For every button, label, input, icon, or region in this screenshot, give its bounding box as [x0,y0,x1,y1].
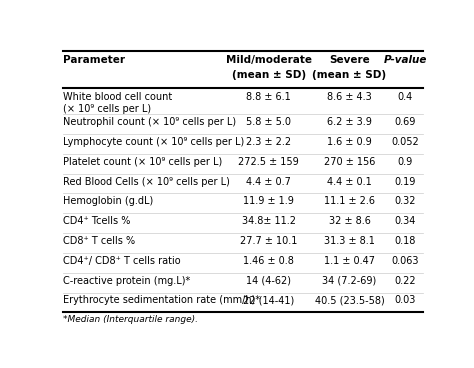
Text: 0.052: 0.052 [392,137,419,147]
Text: 4.4 ± 0.1: 4.4 ± 0.1 [327,177,372,187]
Text: 1.46 ± 0.8: 1.46 ± 0.8 [243,256,294,266]
Text: 0.18: 0.18 [395,236,416,246]
Text: White blood cell count
(× 10⁹ cells per L): White blood cell count (× 10⁹ cells per … [63,92,172,114]
Text: 272.5 ± 159: 272.5 ± 159 [238,157,299,167]
Text: 11.1 ± 2.6: 11.1 ± 2.6 [324,197,375,206]
Text: CD4⁺/ CD8⁺ T cells ratio: CD4⁺/ CD8⁺ T cells ratio [63,256,181,266]
Text: 34.8± 11.2: 34.8± 11.2 [242,216,296,226]
Text: 0.22: 0.22 [395,276,416,286]
Text: 8.6 ± 4.3: 8.6 ± 4.3 [327,92,372,102]
Text: 0.063: 0.063 [392,256,419,266]
Text: Red Blood Cells (× 10⁹ cells per L): Red Blood Cells (× 10⁹ cells per L) [63,177,230,187]
Text: 32 ± 8.6: 32 ± 8.6 [328,216,370,226]
Text: Lymphocyte count (× 10⁹ cells per L): Lymphocyte count (× 10⁹ cells per L) [63,137,244,147]
Text: 5.8 ± 5.0: 5.8 ± 5.0 [246,117,291,127]
Text: 0.4: 0.4 [398,92,413,102]
Text: P-value: P-value [384,54,427,65]
Text: 0.19: 0.19 [395,177,416,187]
Text: 270 ± 156: 270 ± 156 [324,157,375,167]
Text: 0.9: 0.9 [398,157,413,167]
Text: 0.34: 0.34 [395,216,416,226]
Text: 11.9 ± 1.9: 11.9 ± 1.9 [243,197,294,206]
Text: Mild/moderate: Mild/moderate [226,54,311,65]
Text: Erythrocyte sedimentation rate (mm/h)*: Erythrocyte sedimentation rate (mm/h)* [63,296,260,305]
Text: 27.7 ± 10.1: 27.7 ± 10.1 [240,236,297,246]
Text: 4.4 ± 0.7: 4.4 ± 0.7 [246,177,291,187]
Text: Severe: Severe [329,54,370,65]
Text: C-reactive protein (mg.L)*: C-reactive protein (mg.L)* [63,276,190,286]
Text: CD8⁺ T cells %: CD8⁺ T cells % [63,236,135,246]
Text: 22 (14-41): 22 (14-41) [243,296,294,305]
Text: 6.2 ± 3.9: 6.2 ± 3.9 [327,117,372,127]
Text: Neutrophil count (× 10⁹ cells per L): Neutrophil count (× 10⁹ cells per L) [63,117,236,127]
Text: 1.6 ± 0.9: 1.6 ± 0.9 [327,137,372,147]
Text: 0.03: 0.03 [395,296,416,305]
Text: 0.69: 0.69 [395,117,416,127]
Text: 34 (7.2-69): 34 (7.2-69) [322,276,376,286]
Text: 8.8 ± 6.1: 8.8 ± 6.1 [246,92,291,102]
Text: Parameter: Parameter [63,54,125,65]
Text: 31.3 ± 8.1: 31.3 ± 8.1 [324,236,375,246]
Text: Platelet count (× 10⁹ cells per L): Platelet count (× 10⁹ cells per L) [63,157,222,167]
Text: Hemoglobin (g.dL): Hemoglobin (g.dL) [63,197,153,206]
Text: 14 (4-62): 14 (4-62) [246,276,291,286]
Text: 2.3 ± 2.2: 2.3 ± 2.2 [246,137,291,147]
Text: 40.5 (23.5-58): 40.5 (23.5-58) [315,296,384,305]
Text: (mean ± SD): (mean ± SD) [312,70,386,80]
Text: 1.1 ± 0.47: 1.1 ± 0.47 [324,256,375,266]
Text: (mean ± SD): (mean ± SD) [232,70,306,80]
Text: *Median (Interquartile range).: *Median (Interquartile range). [63,315,198,324]
Text: 0.32: 0.32 [395,197,416,206]
Text: CD4⁺ Tcells %: CD4⁺ Tcells % [63,216,130,226]
